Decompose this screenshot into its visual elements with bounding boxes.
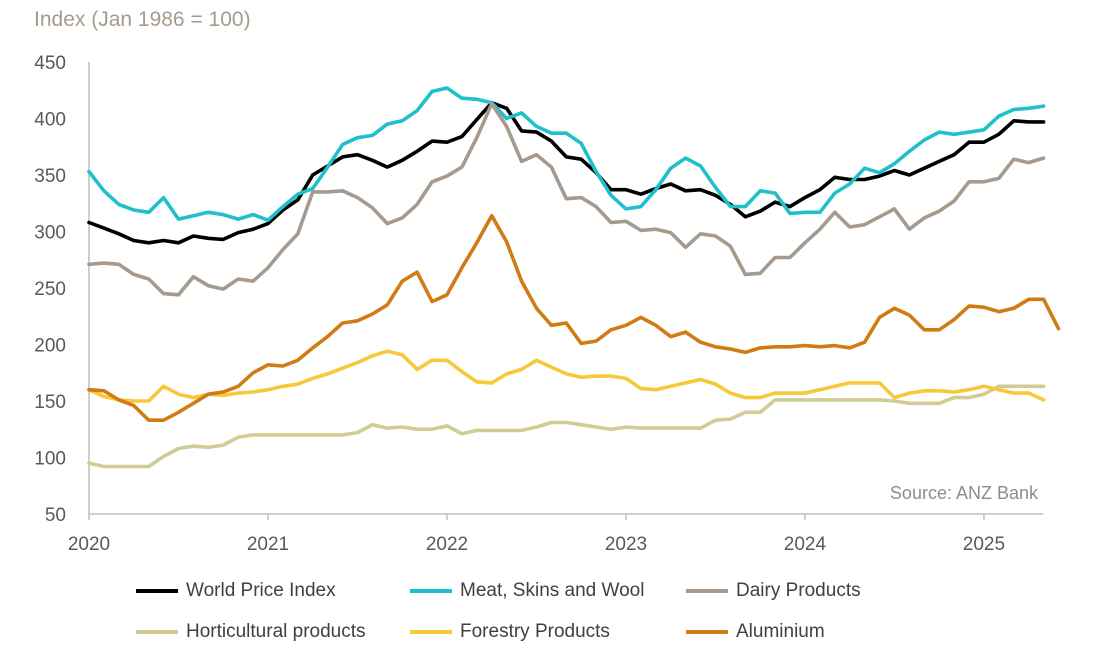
y-axis-title: Index (Jan 1986 = 100) [34, 8, 251, 31]
series-lines [87, 86, 1061, 469]
x-tick-label: 2022 [426, 534, 468, 555]
series-line-horticultural-products [87, 384, 1046, 469]
source-note: Source: ANZ Bank [890, 483, 1039, 503]
x-tick-label: 2025 [963, 534, 1005, 555]
y-tick-label: 250 [34, 279, 66, 300]
y-tick-label: 200 [34, 336, 66, 357]
x-tick-label: 2023 [605, 534, 647, 555]
y-tick-label: 100 [34, 449, 66, 470]
series-line-meat-skins-and-wool [87, 86, 1046, 222]
x-tick-label: 2020 [68, 534, 110, 555]
y-tick-label: 50 [45, 505, 66, 526]
y-tick-label: 300 [34, 223, 66, 244]
series-line-world-price-index [87, 100, 1046, 245]
y-tick-label: 150 [34, 392, 66, 413]
x-tick-label: 2021 [247, 534, 289, 555]
y-tick-label: 450 [34, 53, 66, 74]
series-line-aluminium [87, 213, 1061, 423]
y-tick-label: 400 [34, 110, 66, 131]
series-line-dairy-products [87, 102, 1046, 297]
series-line-forestry-products [87, 349, 1046, 403]
y-tick-label: 350 [34, 166, 66, 187]
axes: 50 100 150 200 250 300 350 400 450 2020 2021 2022 20… [34, 53, 1043, 555]
x-tick-label: 2024 [784, 534, 827, 555]
